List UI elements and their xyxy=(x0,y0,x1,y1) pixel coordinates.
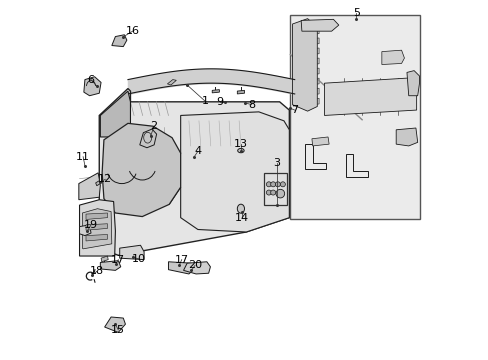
Polygon shape xyxy=(237,90,244,94)
Polygon shape xyxy=(104,317,125,332)
Polygon shape xyxy=(80,200,115,256)
Text: 6: 6 xyxy=(87,75,94,85)
Circle shape xyxy=(270,190,275,195)
Text: 7: 7 xyxy=(290,105,298,115)
Polygon shape xyxy=(264,173,286,205)
Ellipse shape xyxy=(237,204,244,213)
Polygon shape xyxy=(183,262,210,274)
Polygon shape xyxy=(79,173,100,200)
Circle shape xyxy=(270,182,275,187)
Circle shape xyxy=(280,182,285,187)
Polygon shape xyxy=(324,78,416,116)
Polygon shape xyxy=(80,225,91,235)
Polygon shape xyxy=(406,71,419,96)
Text: 20: 20 xyxy=(187,260,202,270)
Ellipse shape xyxy=(237,148,244,153)
Polygon shape xyxy=(395,128,417,146)
Text: 13: 13 xyxy=(233,139,247,149)
Polygon shape xyxy=(86,234,107,241)
Text: 11: 11 xyxy=(76,152,90,162)
Circle shape xyxy=(266,182,271,187)
Text: 1: 1 xyxy=(201,96,208,106)
Polygon shape xyxy=(100,91,130,137)
Polygon shape xyxy=(169,112,289,232)
Polygon shape xyxy=(83,77,101,96)
Polygon shape xyxy=(101,256,108,262)
Text: 8: 8 xyxy=(247,100,255,110)
Polygon shape xyxy=(293,38,319,46)
Polygon shape xyxy=(96,181,100,186)
Text: 17: 17 xyxy=(174,255,188,265)
Polygon shape xyxy=(293,68,319,76)
Text: 2: 2 xyxy=(150,121,157,131)
Text: 19: 19 xyxy=(84,220,98,230)
Polygon shape xyxy=(301,19,338,31)
Text: 18: 18 xyxy=(89,266,103,276)
Polygon shape xyxy=(167,80,176,85)
Polygon shape xyxy=(381,50,404,64)
Polygon shape xyxy=(293,48,319,56)
Circle shape xyxy=(266,190,271,195)
Circle shape xyxy=(275,182,280,187)
Polygon shape xyxy=(168,262,193,274)
Polygon shape xyxy=(82,209,112,249)
Text: 9: 9 xyxy=(216,97,223,107)
Text: 5: 5 xyxy=(352,8,359,18)
Polygon shape xyxy=(100,261,121,270)
Polygon shape xyxy=(293,98,319,106)
Polygon shape xyxy=(311,137,328,146)
Polygon shape xyxy=(292,19,317,111)
Polygon shape xyxy=(120,245,144,260)
Text: 4: 4 xyxy=(194,146,201,156)
Polygon shape xyxy=(212,90,219,93)
Text: 12: 12 xyxy=(98,174,112,184)
Polygon shape xyxy=(293,88,319,96)
Text: 17: 17 xyxy=(111,255,125,265)
Polygon shape xyxy=(293,28,319,36)
Polygon shape xyxy=(102,123,180,217)
Text: 15: 15 xyxy=(111,325,125,335)
Polygon shape xyxy=(293,78,319,86)
Polygon shape xyxy=(86,213,107,220)
Text: 16: 16 xyxy=(125,26,140,36)
Polygon shape xyxy=(86,224,107,230)
Polygon shape xyxy=(112,35,126,46)
Text: 14: 14 xyxy=(234,213,248,222)
Circle shape xyxy=(276,189,284,198)
Polygon shape xyxy=(293,58,319,66)
Text: 10: 10 xyxy=(131,254,145,264)
FancyBboxPatch shape xyxy=(290,15,419,220)
Text: 3: 3 xyxy=(273,158,280,168)
Polygon shape xyxy=(99,89,289,255)
